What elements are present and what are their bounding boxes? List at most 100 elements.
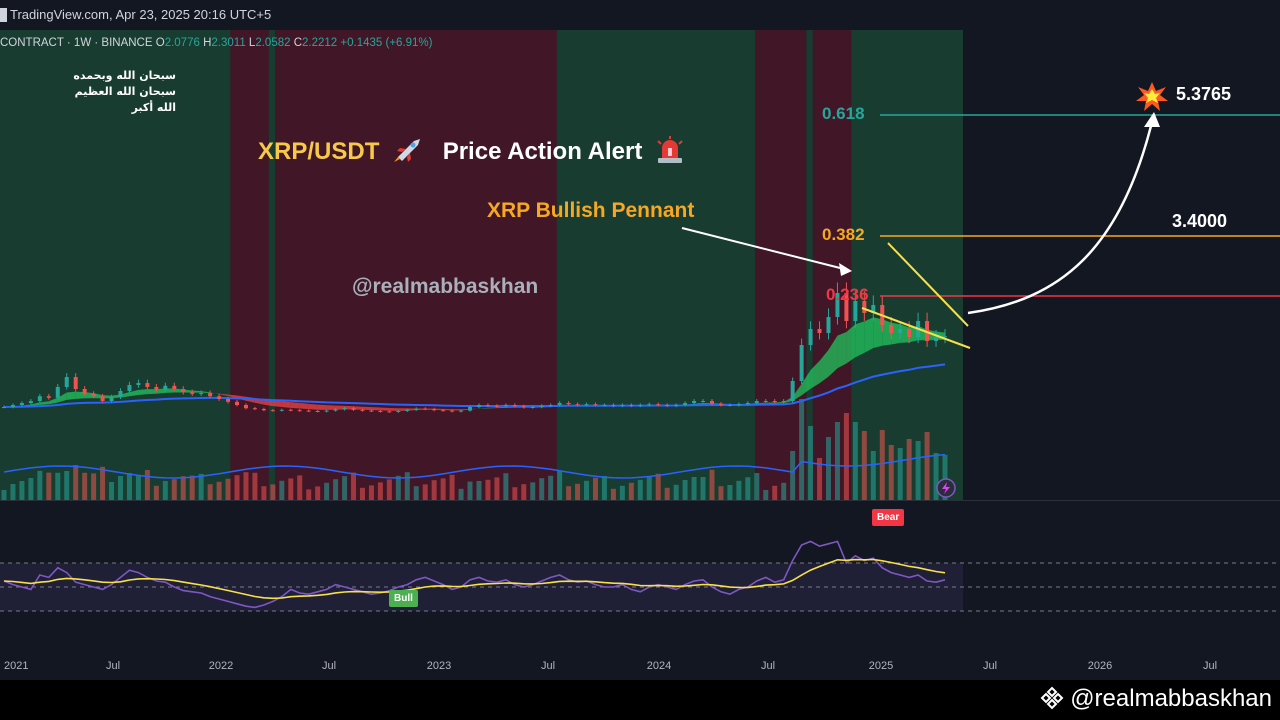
rsi-panel[interactable] <box>0 500 1280 651</box>
volume-bar <box>915 441 921 500</box>
candle-body <box>315 411 320 412</box>
low-value: 2.0582 <box>255 37 291 49</box>
candle-body <box>333 409 338 411</box>
volume-bar <box>458 488 464 500</box>
volume-bar <box>942 454 948 500</box>
rsi-ma-line <box>3 558 946 600</box>
low-label: L <box>248 37 256 49</box>
volume-bar <box>19 481 25 500</box>
candle-body <box>548 405 553 406</box>
ma-ribbon-segment <box>371 407 381 411</box>
exchange: BINANCE <box>101 37 153 49</box>
watermark-text: @realmabbaskhan <box>1070 685 1272 712</box>
candle-body <box>709 401 714 404</box>
x-tick-label: 2022 <box>208 660 234 672</box>
high-label: H <box>203 37 212 49</box>
candle-body <box>369 410 374 412</box>
volume-bar <box>817 458 823 500</box>
candle-body <box>270 410 275 412</box>
volume-bar <box>306 489 312 500</box>
volume-bar <box>144 470 150 500</box>
arabic-line-1: سبحان الله وبحمده <box>73 69 176 82</box>
volume-bar <box>135 476 141 500</box>
candle-body <box>396 411 401 412</box>
ma-ribbon-segment <box>864 317 874 353</box>
ma-ribbon-segment <box>30 402 40 406</box>
candle-body <box>163 385 168 390</box>
volume-bar <box>736 480 742 500</box>
volume-bar <box>485 479 491 500</box>
price-panel[interactable] <box>0 30 1280 500</box>
projection-curve <box>967 121 1154 315</box>
volume-bar <box>503 473 509 500</box>
volume-bar <box>754 473 760 500</box>
ma-ribbon-segment <box>443 408 453 411</box>
candle-body <box>405 409 410 411</box>
ma-ribbon-segment <box>75 391 85 399</box>
zone-bear-1 <box>230 30 269 500</box>
candle-body <box>279 409 284 411</box>
ma-ribbon-segment <box>900 324 910 343</box>
volume-bar <box>252 472 258 500</box>
symbol-name[interactable]: CONTRACT <box>0 37 64 49</box>
target-price-1: 5.3765 <box>1176 84 1232 104</box>
ma-ribbon-segment <box>882 319 892 346</box>
candle-body <box>593 404 598 406</box>
open-label: O <box>155 37 165 49</box>
volume-bar <box>592 477 598 500</box>
ma-ribbon-segment <box>407 408 417 411</box>
candle-body <box>342 408 347 410</box>
candle-body <box>324 410 329 412</box>
volume-bar <box>288 478 294 500</box>
ma-ribbon-segment <box>756 402 766 404</box>
rsi-chart[interactable] <box>0 501 1280 651</box>
candle-body <box>844 293 849 321</box>
volume-bar <box>440 478 446 500</box>
time-axis[interactable]: 2021 Jul 2022 Jul 2023 Jul 2024 Jul 2025 Jul 2026 J… <box>0 650 1280 680</box>
x-tick-label: 2023 <box>426 660 452 672</box>
volume-bar <box>279 480 285 500</box>
candle-body <box>459 410 464 412</box>
candle-body <box>925 321 930 341</box>
zone-bull-6 <box>806 30 813 500</box>
rsi-line <box>3 540 946 609</box>
source-timestamp: TradingView.com, Apr 23, 2025 20:16 UTC+… <box>10 7 272 22</box>
volume-bar <box>879 430 885 500</box>
volume-bar <box>225 478 231 500</box>
candle-body <box>808 329 813 345</box>
ma-ribbon-segment <box>219 393 229 397</box>
ma-ribbon-segment <box>783 396 793 404</box>
candle-body <box>288 409 293 411</box>
volume-bar <box>933 453 939 500</box>
volume-ma-line <box>3 453 946 479</box>
price-chart[interactable] <box>0 30 1280 500</box>
volume-bar <box>781 482 787 500</box>
volume-bar <box>646 476 652 500</box>
candle-body <box>360 409 365 411</box>
volume-bar <box>825 437 831 500</box>
volume-bar <box>55 472 61 500</box>
ma-ribbon-segment <box>272 400 282 408</box>
binance-logo-icon <box>1040 686 1064 710</box>
future-area <box>963 30 1280 500</box>
candle-body <box>423 408 428 410</box>
headline-alert: Price Action Alert <box>442 138 643 165</box>
ma-ribbon-segment <box>523 406 533 408</box>
ohlc-legend: CONTRACT · 1W · BINANCE O2.0776 H2.3011 … <box>0 37 433 49</box>
ma-ribbon-segment <box>308 403 318 410</box>
volume-bar <box>431 480 437 500</box>
interval[interactable]: 1W <box>73 37 92 49</box>
volume-bar <box>548 475 554 500</box>
x-tick-label: Jul <box>982 660 998 672</box>
volume-bar <box>216 481 222 500</box>
volume-bar <box>243 472 249 500</box>
candle-body <box>261 409 266 411</box>
lightning-icon <box>936 478 956 498</box>
candle-body <box>208 393 213 397</box>
volume-bar <box>261 486 267 500</box>
candle-body <box>485 405 490 406</box>
volume-bar <box>171 479 177 500</box>
candle-body <box>432 409 437 411</box>
volume-bar <box>404 472 410 500</box>
volume-bar <box>207 484 213 500</box>
